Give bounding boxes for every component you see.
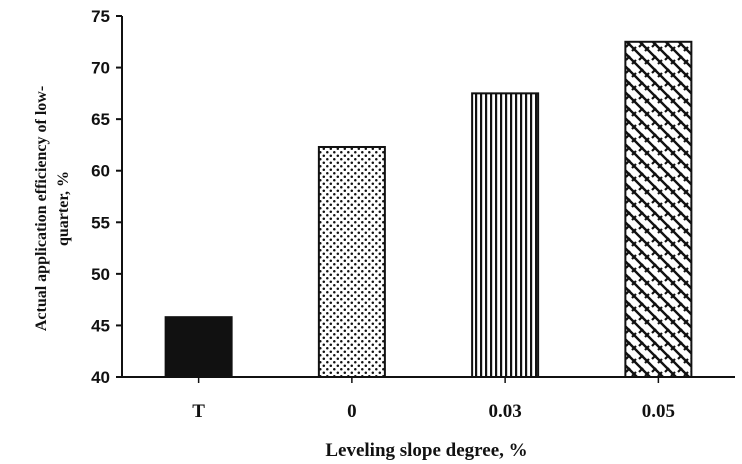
y-tick-label: 60 [91, 162, 110, 181]
bar-0 [317, 145, 386, 378]
y-tick-label: 50 [91, 265, 110, 284]
y-tick-label: 55 [91, 213, 110, 232]
y-tick-label: 40 [91, 368, 110, 387]
x-tick-label: 0.03 [489, 401, 522, 422]
y-axis-title: Actual application efficiency of low- qu… [33, 86, 72, 331]
y-axis-title-line-2: quarter, % [55, 171, 72, 246]
x-tick-label: 0.05 [642, 401, 675, 422]
y-axis-ticks: 40 45 50 55 60 65 70 75 [91, 7, 122, 387]
y-tick-label: 75 [91, 7, 110, 26]
bar-T [164, 316, 233, 379]
y-axis-title-line-1: Actual application efficiency of low- [33, 86, 50, 331]
y-tick-label: 45 [91, 316, 110, 335]
x-tick-label: T [192, 401, 205, 422]
y-tick-label: 65 [91, 110, 110, 129]
x-axis-ticks: T 0 0.03 0.05 [192, 377, 675, 422]
bar-0-05 [624, 40, 693, 379]
x-tick-label: 0 [347, 401, 357, 422]
bars [164, 40, 693, 379]
y-tick-label: 70 [91, 59, 110, 78]
bar-0-03 [471, 92, 540, 378]
x-axis-title: Leveling slope degree, % [325, 440, 527, 461]
